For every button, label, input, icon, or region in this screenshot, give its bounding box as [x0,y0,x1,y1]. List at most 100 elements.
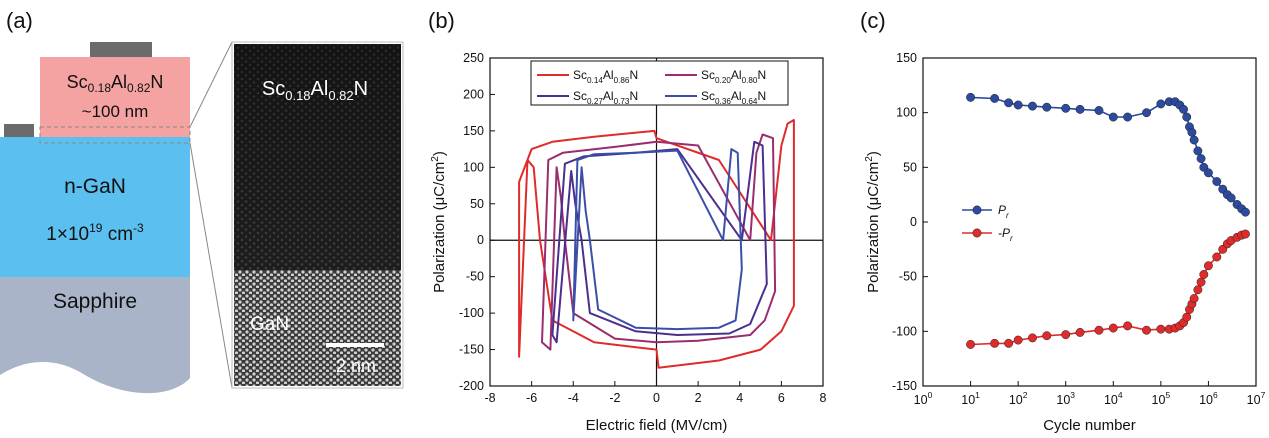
y-tick-label: -200 [459,379,484,393]
x-tick-label: 106 [1199,390,1218,407]
data-point [1203,168,1213,178]
fatigue-chart: 100 101 102 103 104 105 106 107 -150 -100 -50 0 50 10… [864,51,1266,434]
data-point [1226,193,1236,203]
tem-scaln-label: Sc0.18Al0.82N [262,78,368,103]
data-point [1094,106,1104,115]
y-tick-label: 200 [463,87,484,101]
scaln-layer-label: Sc0.18Al0.82N [67,72,164,95]
x-tick-label: -8 [484,391,495,405]
data-point [1142,108,1151,118]
sapphire-label: Sapphire [53,290,137,313]
tem-shading [234,44,401,270]
panel-a-label: (a) [6,8,33,33]
x-tick-label: 107 [1247,390,1266,407]
x-tick-label: 105 [1152,390,1171,407]
ngan-doping-label: 1×1019 cm-3 [46,221,144,245]
data-point [1004,98,1014,108]
data-point [1061,330,1071,340]
tem-gan-region [234,270,401,386]
side-contact [4,124,34,137]
zoom-region-box [39,126,191,144]
data-point [1189,135,1199,145]
data-point [1179,104,1189,114]
x-tick-label: -6 [526,391,537,405]
y-tick-label: 250 [463,51,484,65]
y-tick-label: -100 [459,306,484,320]
data-point [1212,252,1222,262]
sapphire-substrate [0,277,190,394]
y-axis-title: Polarization (μC/cm2) [864,151,882,293]
zoom-line-top [189,41,233,128]
x-tick-label: 104 [1104,390,1123,407]
plot-frame [922,57,1257,387]
data-point [1042,102,1052,112]
data-point [1193,285,1203,295]
x-tick-label: 0 [653,391,660,405]
legend-label-2: -Pr [998,226,1013,243]
y-tick-label: -50 [899,270,917,284]
data-point [1142,325,1151,335]
legend-label-1: Sc0.14Al0.86N [573,68,638,85]
data-point [1196,154,1206,164]
y-tick-label: 50 [470,197,484,211]
legend-marker-1 [972,205,982,215]
data-point [1240,229,1250,239]
y-tick-label: -150 [459,343,484,357]
data-point [1028,333,1037,343]
y-tick-label: 50 [903,160,917,174]
top-contact [90,42,152,57]
data-point [1094,325,1104,335]
series-line-2 [541,133,777,351]
panel-b-label: (b) [428,8,455,33]
data-point [1123,321,1133,331]
data-point [1212,177,1222,186]
y-tick-label: -100 [892,324,917,338]
data-point [966,92,976,102]
scaln-layer [40,57,190,140]
ngan-layer-label: n-GaN [64,175,126,198]
y-tick-label: 0 [910,215,917,229]
y-tick-label: 150 [463,124,484,138]
y-tick-label: -150 [892,379,917,393]
data-point [1199,270,1209,279]
legend-label-2: Sc0.20Al0.80N [701,68,766,85]
y-tick-label: 100 [463,160,484,174]
scale-bar-label: 2 nm [336,356,376,376]
panel-c-label: (c) [860,8,886,33]
data-point [1193,146,1203,156]
scale-bar [326,343,384,347]
data-point [1240,207,1250,217]
data-point [1123,112,1133,122]
series-line-4 [572,148,743,331]
zoom-line-bottom [189,142,233,389]
data-point [1156,324,1166,334]
x-tick-label: 102 [1009,390,1028,407]
data-point [990,94,1000,103]
ngan-layer [0,137,190,277]
x-tick-label: 101 [961,390,980,407]
data-point [1182,112,1192,122]
hysteresis-chart: -8 -6 -4 -2 0 2 4 6 8 -200 -150 -100 -50 0 50 100 150 200… [430,51,827,434]
series-line-1 [518,119,795,369]
series-line-3 [551,140,768,344]
data-point [1187,127,1197,137]
data-point [1075,104,1085,114]
scaln-thickness-label: ~100 nm [82,102,149,121]
data-point [1182,312,1192,322]
x-tick-label: -4 [568,391,579,405]
data-point [1156,99,1166,109]
x-tick-label: 103 [1056,390,1075,407]
legend-label-4: Sc0.36Al0.64N [701,89,766,106]
x-tick-label: 6 [778,391,785,405]
legend-label-3: Sc0.27Al0.73N [573,89,638,106]
data-point [990,338,1000,348]
y-tick-label: 150 [896,51,917,65]
data-point [1189,294,1199,303]
series-line-1 [970,96,1246,213]
data-point [1028,101,1037,111]
y-tick-label: 0 [477,233,484,247]
data-point [1108,112,1118,122]
legend-box [530,60,789,106]
data-point [1013,335,1023,345]
